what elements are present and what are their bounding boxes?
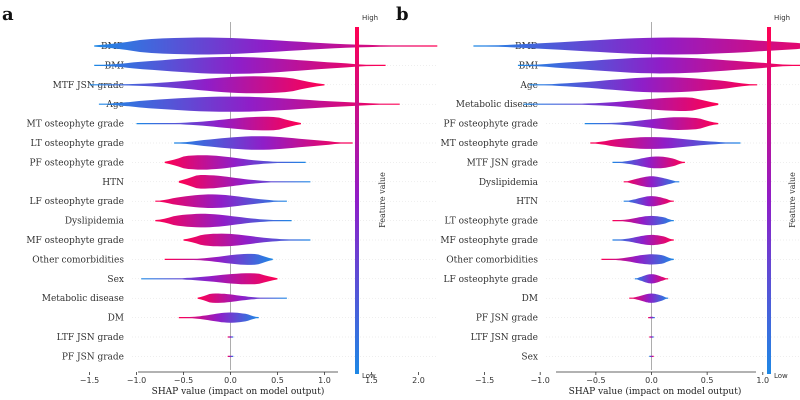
violin-pf-jsn-grade xyxy=(227,355,234,358)
panel-a-xlabel: SHAP value (impact on model output) xyxy=(152,386,325,397)
violin-htn xyxy=(623,196,674,207)
panel-a-colorbar-high: High xyxy=(362,14,378,22)
violin-metabolic-disease xyxy=(523,97,719,111)
x-tick-label: 0.0 xyxy=(645,376,658,385)
feature-label: PF JSN grade xyxy=(476,314,538,324)
violin-ltf-jsn-grade xyxy=(649,336,654,338)
x-tick-label: 1.5 xyxy=(365,376,378,385)
violin-pf-osteophyte-grade xyxy=(584,117,719,130)
violin-dm xyxy=(178,312,259,323)
feature-label: Sex xyxy=(521,352,538,362)
feature-label: Other comorbidities xyxy=(446,255,538,265)
feature-label: Sex xyxy=(107,275,124,285)
violin-sex xyxy=(141,273,278,285)
feature-label: MTF JSN grade xyxy=(53,81,124,91)
feature-label: HTN xyxy=(102,178,124,188)
violin-age xyxy=(529,77,758,93)
panel-a-colorbar-low: Low xyxy=(362,372,376,380)
feature-label: PF JSN grade xyxy=(62,352,124,362)
violin-bmd xyxy=(94,37,438,55)
violin-dyslipidemia xyxy=(623,176,680,188)
panel-b-label: b xyxy=(396,4,409,25)
panel-b-colorbar-high: High xyxy=(774,14,790,22)
feature-label: LT osteophyte grade xyxy=(445,217,538,227)
violin-lt-osteophyte-grade xyxy=(612,215,674,226)
panel-b-xlabel: SHAP value (impact on model output) xyxy=(569,386,742,397)
feature-label: MT osteophyte grade xyxy=(441,139,538,149)
violin-mtf-jsn-grade xyxy=(89,76,325,94)
violin-lf-osteophyte-grade xyxy=(155,194,287,208)
feature-label: Dyslipidemia xyxy=(65,217,125,227)
violin-mf-osteophyte-grade xyxy=(612,234,674,246)
feature-label: LTF JSN grade xyxy=(471,333,538,343)
violin-metabolic-disease xyxy=(197,293,287,303)
panel-a-colorbar xyxy=(355,27,359,374)
feature-label: DM xyxy=(522,294,538,304)
panel-a-label: a xyxy=(2,4,14,25)
x-tick-label: 1.0 xyxy=(756,376,769,385)
panel-a-marks: −1.5−1.0−0.50.00.51.01.52.0BMDBMIMTF JSN… xyxy=(26,37,438,385)
violin-age xyxy=(98,96,400,112)
panel-a: a −1.5−1.0−0.50.00.51.01.52.0BMDBMIMTF J… xyxy=(2,4,438,397)
x-tick-label: 0.0 xyxy=(224,376,237,385)
feature-label: Other comorbidities xyxy=(32,255,124,265)
violin-sex xyxy=(649,355,654,358)
panel-b-colorbar xyxy=(767,27,771,374)
panel-b-colorbar-title: Feature value xyxy=(788,172,797,228)
violin-lf-osteophyte-grade xyxy=(634,274,669,284)
x-tick-label: 2.0 xyxy=(412,376,425,385)
feature-label: LTF JSN grade xyxy=(57,333,124,343)
feature-label: MT osteophyte grade xyxy=(27,120,124,130)
feature-label: LF osteophyte grade xyxy=(444,275,538,285)
x-tick-label: 0.5 xyxy=(701,376,714,385)
x-tick-label: −0.5 xyxy=(586,376,605,385)
feature-label: Age xyxy=(519,81,538,91)
violin-mf-osteophyte-grade xyxy=(183,233,311,247)
feature-label: MF osteophyte grade xyxy=(26,236,124,246)
feature-label: MF osteophyte grade xyxy=(440,236,538,246)
x-tick-label: −0.5 xyxy=(174,376,193,385)
violin-htn xyxy=(178,175,311,189)
panel-a-colorbar-title: Feature value xyxy=(378,172,387,228)
x-tick-label: −1.5 xyxy=(80,376,99,385)
feature-label: Dyslipidemia xyxy=(479,178,539,188)
violin-ltf-jsn-grade xyxy=(227,336,234,338)
violin-other-comorbidities xyxy=(164,253,273,265)
violin-mtf-jsn-grade xyxy=(612,156,685,169)
x-tick-label: 1.0 xyxy=(318,376,331,385)
feature-label: BMI xyxy=(519,61,539,71)
violin-mt-osteophyte-grade xyxy=(590,137,741,149)
panel-b: b −1.5−1.0−0.50.00.51.01.5BMDBMIAgeMetab… xyxy=(396,4,800,397)
x-tick-label: −1.0 xyxy=(127,376,146,385)
feature-label: DM xyxy=(108,314,124,324)
x-tick-label: 0.5 xyxy=(271,376,284,385)
violin-pf-jsn-grade xyxy=(648,316,655,319)
x-tick-label: −1.0 xyxy=(530,376,549,385)
feature-label: PF osteophyte grade xyxy=(29,158,124,168)
violin-dyslipidemia xyxy=(155,213,292,228)
violin-pf-osteophyte-grade xyxy=(164,155,306,170)
violin-bmi xyxy=(94,56,386,74)
feature-label: HTN xyxy=(516,197,538,207)
feature-label: PF osteophyte grade xyxy=(443,120,538,130)
feature-label: Metabolic disease xyxy=(42,294,124,304)
violin-other-comorbidities xyxy=(601,254,674,265)
feature-label: MTF JSN grade xyxy=(467,158,538,168)
x-tick-label: −1.5 xyxy=(475,376,494,385)
panel-b-colorbar-low: Low xyxy=(774,372,788,380)
feature-label: Metabolic disease xyxy=(456,100,538,110)
violin-bmd xyxy=(473,37,800,55)
violin-dm xyxy=(629,293,669,303)
panel-b-marks: −1.5−1.0−0.50.00.51.01.5BMDBMIAgeMetabol… xyxy=(440,37,800,385)
violin-mt-osteophyte-grade xyxy=(136,116,301,131)
feature-label: LT osteophyte grade xyxy=(31,139,124,149)
violin-lt-osteophyte-grade xyxy=(174,136,353,150)
violin-bmi xyxy=(517,57,800,74)
feature-label: LF osteophyte grade xyxy=(30,197,124,207)
